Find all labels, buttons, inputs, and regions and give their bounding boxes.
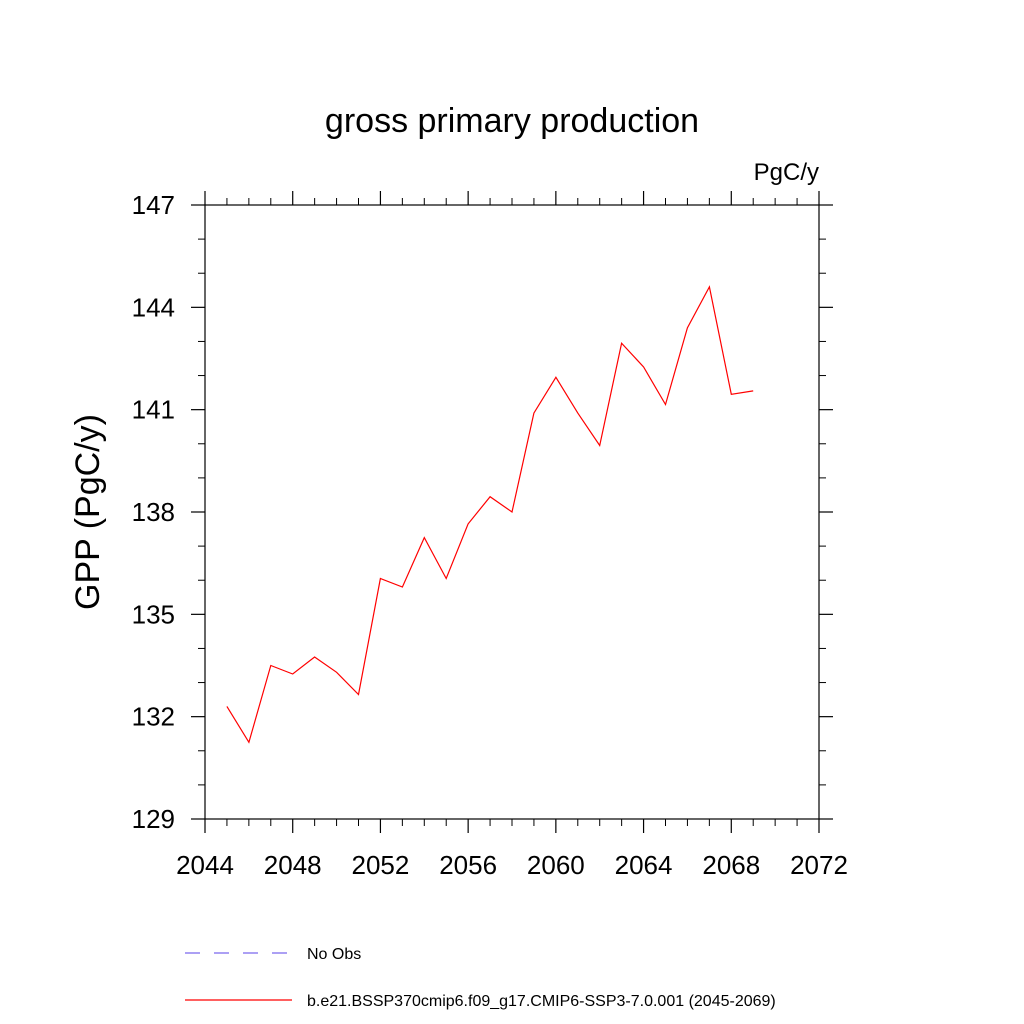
- x-tick-label: 2048: [264, 850, 322, 880]
- legend-label: No Obs: [307, 946, 361, 963]
- x-tick-label: 2064: [615, 850, 673, 880]
- x-tick-label: 2060: [527, 850, 585, 880]
- x-tick-label: 2056: [439, 850, 497, 880]
- chart-title: gross primary production: [325, 102, 699, 140]
- units-label: PgC/y: [754, 159, 819, 186]
- y-tick-label: 141: [132, 395, 175, 425]
- series-line: [226, 285, 754, 744]
- y-tick-label: 135: [132, 599, 175, 629]
- legend: No Obs b.e21.BSSP370cmip6.f09_g17.CMIP6-S…: [185, 946, 776, 1010]
- plot-lines: [226, 285, 754, 744]
- y-tick-label: 129: [132, 804, 175, 834]
- y-tick-label: 147: [132, 190, 175, 220]
- y-tick-label: 132: [132, 702, 175, 732]
- x-tick-label: 2068: [702, 850, 760, 880]
- y-tick-label: 138: [132, 497, 175, 527]
- x-tick-label: 2044: [176, 850, 234, 880]
- x-tick-label: 2052: [352, 850, 410, 880]
- axes: 2044 2048 2052 2056 2060 2064 2068 2072 129 132 13…: [132, 190, 848, 880]
- legend-label: b.e21.BSSP370cmip6.f09_g17.CMIP6-SSP3-7.…: [307, 993, 776, 1010]
- y-axis-label: GPP (PgC/y): [69, 414, 107, 610]
- x-tick-label: 2072: [790, 850, 848, 880]
- y-tick-label: 144: [132, 292, 175, 322]
